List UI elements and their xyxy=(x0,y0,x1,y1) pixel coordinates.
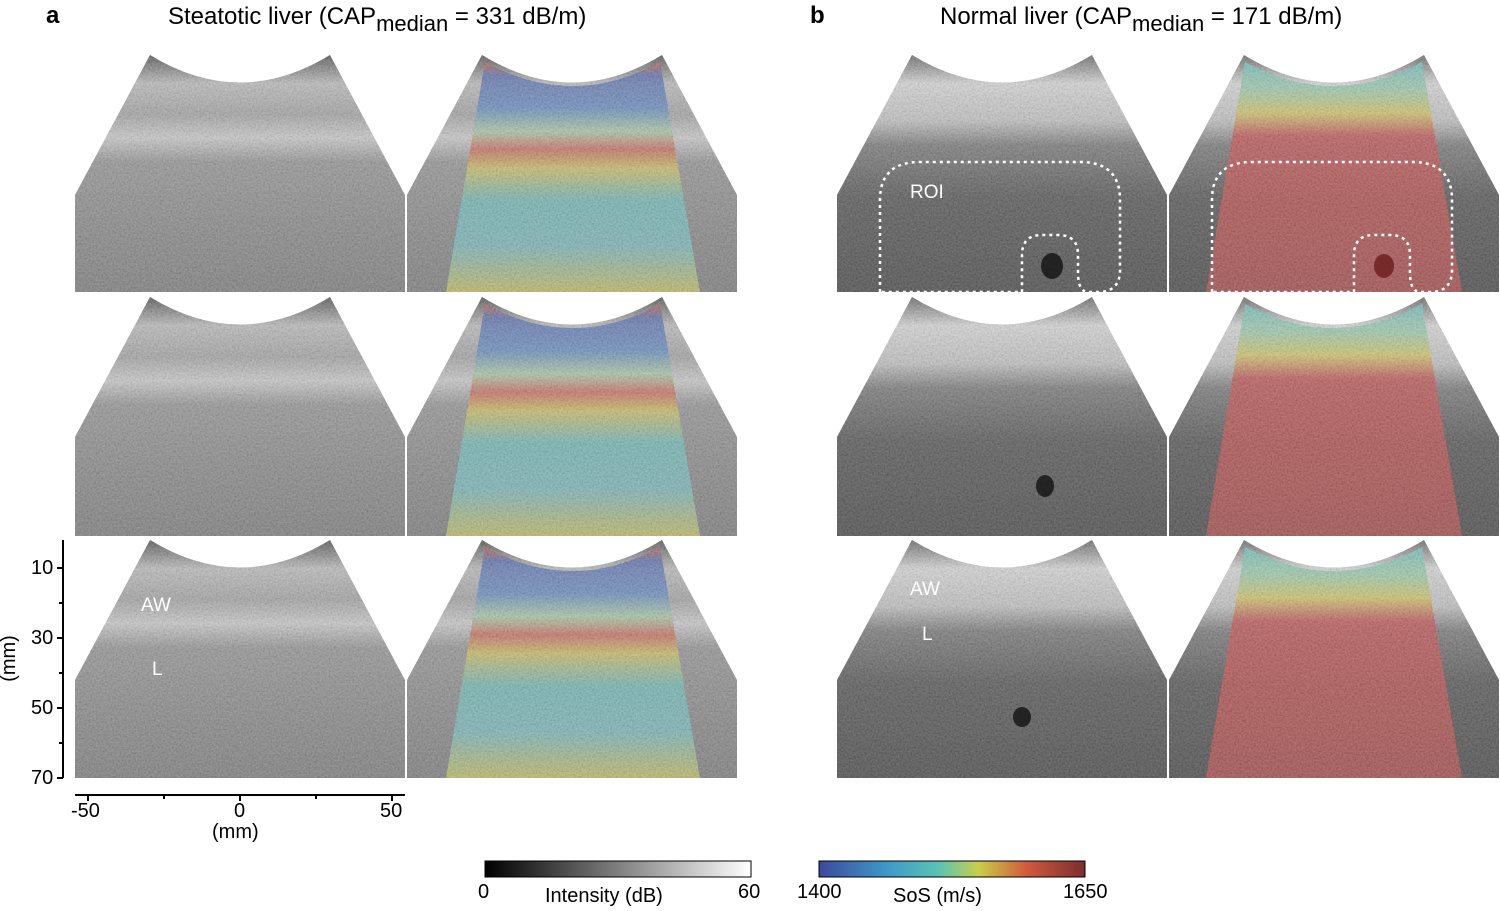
panel-b-title: Normal liver (CAPmedian = 171 dB/m) xyxy=(940,3,1342,37)
roi-outline-overlay xyxy=(1210,160,1454,294)
y-tick-30: 30 xyxy=(31,627,54,649)
panel-b-row3-bmode xyxy=(837,540,1167,778)
panel-a-row3-sos-overlay xyxy=(407,540,737,778)
x-tick-50: 50 xyxy=(380,800,403,822)
aw-label-b: AW xyxy=(910,579,940,600)
y-tick-50: 50 xyxy=(31,697,54,719)
panel-a-letter: a xyxy=(46,2,60,29)
panel-a-row1-bmode xyxy=(75,55,405,292)
panel-b-row2-bmode xyxy=(837,297,1167,536)
panel-a-row2-bmode xyxy=(75,297,405,536)
panel-a-row3-bmode xyxy=(75,540,405,778)
panel-b-row1-bmode xyxy=(837,55,1167,294)
panel-b-row3-sos-overlay xyxy=(1169,540,1499,778)
panel-b-row1-sos-overlay xyxy=(1169,55,1499,294)
panel-a-row2-sos-overlay xyxy=(407,297,737,536)
x-axis-unit: (mm) xyxy=(212,821,259,843)
panel-b-row2-sos-overlay xyxy=(1169,297,1499,536)
intensity-label: Intensity (dB) xyxy=(545,885,663,907)
panel-b-title-prefix: Normal liver (CAP xyxy=(940,3,1133,30)
panel-a-title: Steatotic liver (CAPmedian = 331 dB/m) xyxy=(168,3,586,37)
x-axis xyxy=(75,794,405,801)
y-axis xyxy=(57,540,64,779)
panel-a-title-sub: median xyxy=(376,11,449,36)
panel-b-title-suffix: = 171 dB/m) xyxy=(1204,3,1343,30)
y-tick-70: 70 xyxy=(31,767,54,789)
intensity-colorbar xyxy=(484,860,752,878)
roi-outline xyxy=(878,160,1122,294)
sos-min: 1400 xyxy=(797,881,842,903)
intensity-min: 0 xyxy=(478,881,490,903)
panel-b-letter: b xyxy=(810,2,825,29)
x-tick-0: 0 xyxy=(234,800,246,822)
panel-a-row1-sos-overlay xyxy=(407,55,737,292)
l-label-b: L xyxy=(922,624,933,645)
aw-label-a: AW xyxy=(141,595,171,616)
y-tick-10: 10 xyxy=(31,557,54,579)
panel-a-title-prefix: Steatotic liver (CAP xyxy=(168,3,377,30)
roi-label: ROI xyxy=(910,182,944,203)
panel-b-title-sub: median xyxy=(1132,11,1205,36)
intensity-max: 60 xyxy=(738,881,761,903)
x-tick-neg50: -50 xyxy=(71,800,100,822)
sos-max: 1650 xyxy=(1063,881,1108,903)
sos-colorbar xyxy=(818,860,1086,878)
panel-a-title-suffix: = 331 dB/m) xyxy=(448,3,587,30)
sos-label: SoS (m/s) xyxy=(893,885,982,907)
y-axis-unit: (mm) xyxy=(0,635,20,682)
l-label-a: L xyxy=(152,659,163,680)
